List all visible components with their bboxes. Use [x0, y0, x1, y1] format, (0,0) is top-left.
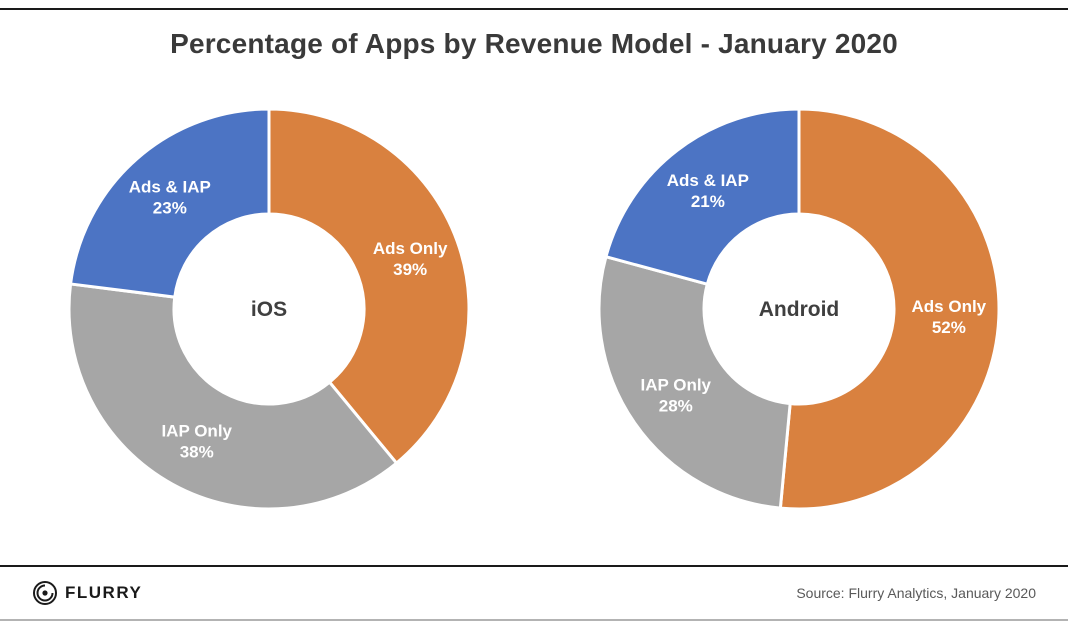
brand-name: FLURRY	[65, 583, 143, 602]
flurry-brand: FLURRY	[32, 580, 142, 606]
slice-label: Ads Only 39%	[373, 239, 448, 279]
donut-center-label: Android	[759, 298, 839, 321]
donut-slice	[778, 107, 1001, 511]
source-attribution: Source: Flurry Analytics, January 2020	[796, 585, 1036, 601]
donut-slice	[69, 107, 271, 299]
charts-row: Ads Only 39% IAP Only 38% Ads & IAP 23% iOS Ad…	[0, 94, 1068, 524]
donut-slice	[597, 255, 792, 510]
slice-label: Ads Only 52%	[912, 297, 987, 337]
footer: FLURRY Source: Flurry Analytics, January…	[0, 565, 1068, 621]
ios-donut-chart: Ads Only 39% IAP Only 38% Ads & IAP 23% iOS	[54, 94, 484, 524]
slice-label: IAP Only 38%	[161, 421, 232, 461]
android-donut-chart: Ads Only 52% IAP Only 28% Ads & IAP 21% Androi…	[584, 94, 1014, 524]
donut-slice	[67, 282, 398, 511]
flurry-logo-icon	[33, 581, 57, 605]
top-divider	[0, 8, 1068, 10]
donut-slice	[604, 107, 801, 286]
donut-center-label: iOS	[251, 298, 287, 321]
slice-label: IAP Only 28%	[640, 376, 711, 416]
slice-label: Ads & IAP 23%	[129, 177, 211, 217]
chart-title: Percentage of Apps by Revenue Model - Ja…	[170, 28, 898, 59]
slice-label: Ads & IAP 21%	[667, 171, 749, 211]
donut-slice	[267, 107, 471, 465]
